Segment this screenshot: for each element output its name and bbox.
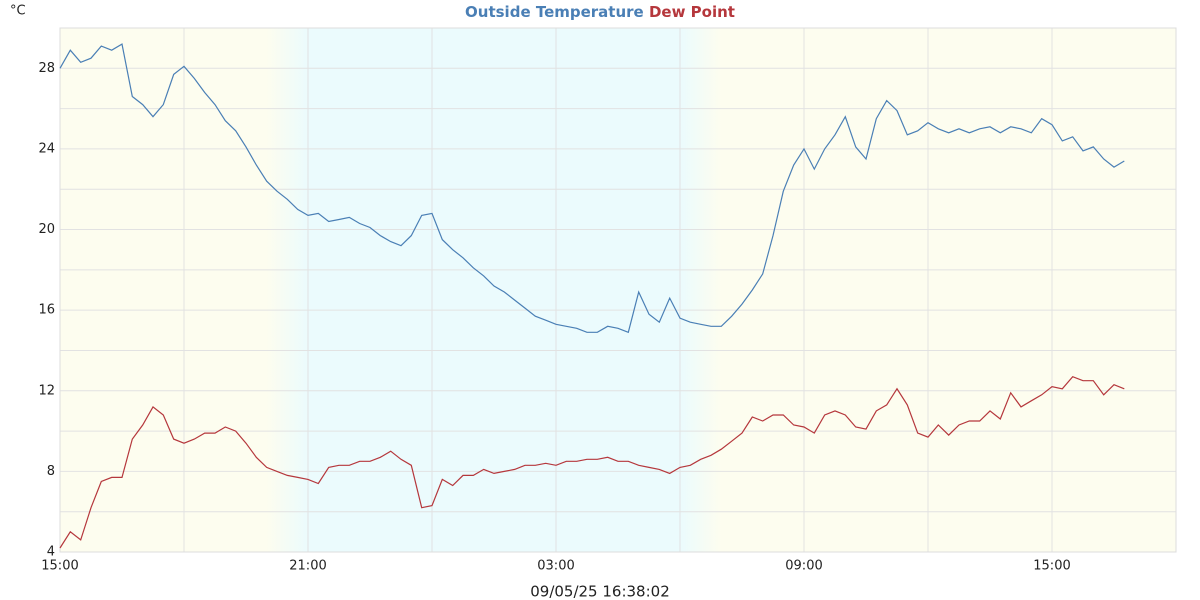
series-line — [59, 375, 1125, 549]
legend-entry: Dew Point — [649, 3, 735, 21]
x-tick-label: 15:00 — [41, 559, 78, 574]
y-tick-label: 24 — [38, 141, 55, 156]
y-tick-label: 28 — [38, 61, 55, 76]
y-unit: °C — [10, 4, 26, 19]
legend-entry: Outside Temperature — [465, 3, 644, 21]
x-tick-label: 21:00 — [289, 559, 326, 574]
series-line — [59, 43, 1125, 334]
y-tick-label: 8 — [47, 464, 55, 479]
x-tick-label: 03:00 — [537, 559, 574, 574]
footer-timestamp: 09/05/25 16:38:02 — [530, 583, 670, 600]
legend: Outside Temperature Dew Point — [465, 3, 735, 21]
y-tick-label: 16 — [38, 303, 55, 318]
plot-border — [59, 27, 1177, 553]
x-tick-label: 15:00 — [1033, 559, 1070, 574]
y-tick-label: 4 — [47, 545, 55, 560]
y-tick-label: 12 — [38, 383, 55, 398]
x-tick-label: 09:00 — [785, 559, 822, 574]
plot-background — [60, 28, 1176, 552]
y-tick-label: 20 — [38, 222, 55, 237]
